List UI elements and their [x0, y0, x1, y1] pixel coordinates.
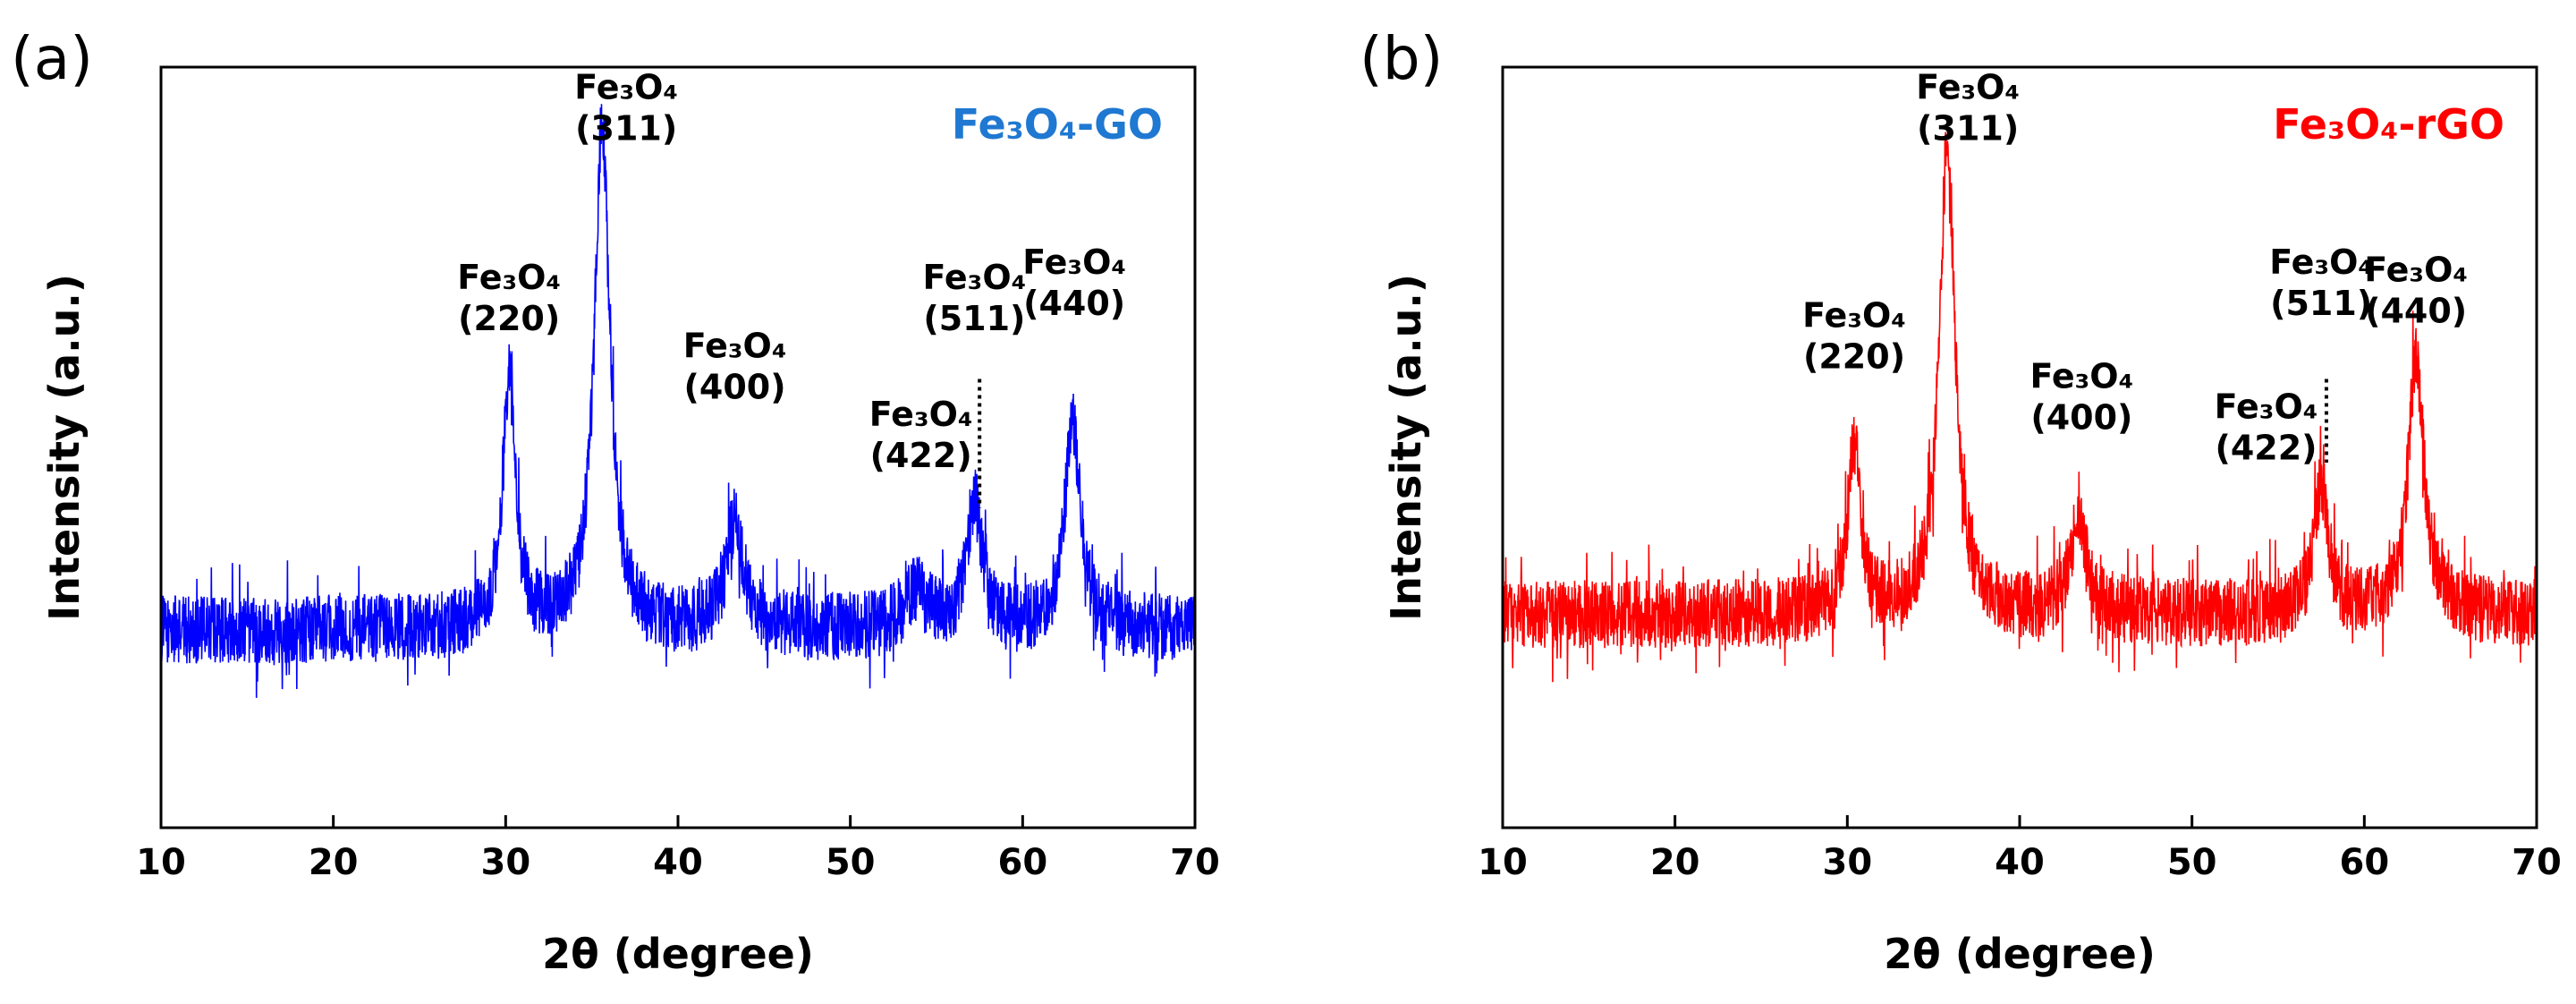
peak-label-compound: Fe₃O₄: [2364, 251, 2468, 290]
x-tick-label: 40: [1995, 842, 2045, 883]
peak-label-compound: Fe₃O₄: [2215, 387, 2318, 427]
series-line-Fe3O4-GO: [160, 104, 1196, 698]
peak-label-index: (220): [1803, 337, 1905, 377]
peak-label-compound: Fe₃O₄: [869, 395, 973, 434]
y-axis-title: Intensity (a.u.): [40, 274, 89, 621]
peak-label-index: (311): [575, 109, 677, 149]
x-tick-label: 70: [1170, 842, 1220, 883]
panel-label: (a): [11, 24, 93, 93]
y-axis-title: Intensity (a.u.): [1382, 274, 1430, 621]
plot-area: [1502, 132, 2538, 683]
peak-label-compound: Fe₃O₄: [457, 258, 561, 297]
plot-frame: [1501, 65, 2538, 830]
x-tick-label: 30: [1822, 842, 1872, 883]
x-axis: 10 20 30 40 50 60 70: [136, 815, 1220, 883]
legend-label: Fe₃O₄-GO: [952, 100, 1163, 149]
x-axis-title: 2θ (degree): [1884, 930, 2156, 978]
panel-label: (b): [1360, 24, 1443, 93]
x-axis-title: 2θ (degree): [542, 930, 814, 978]
legend-label: Fe₃O₄-rGO: [2273, 100, 2504, 149]
peak-label-index: (400): [684, 368, 786, 407]
plot-frame: [159, 65, 1197, 830]
x-tick-label: 10: [136, 842, 186, 883]
peak-label-index: (311): [1917, 109, 2019, 149]
peak-label-index: (511): [923, 299, 1025, 338]
x-tick-label: 50: [2167, 842, 2217, 883]
peak-label-index: (422): [870, 436, 972, 475]
x-tick-label: 30: [480, 842, 530, 883]
peak-label-index: (440): [2365, 292, 2467, 331]
x-tick-label: 50: [826, 842, 876, 883]
peak-label-index: (220): [458, 299, 560, 338]
x-tick-label: 70: [2512, 842, 2562, 883]
peak-label-compound: Fe₃O₄: [574, 68, 678, 107]
series-line-Fe3O4-rGO: [1502, 132, 2538, 683]
peak-label-index: (511): [2270, 284, 2372, 323]
xrd-chart-a: (a) 10 20 30 40 50 60 70 2θ (degree) Intensity…: [11, 24, 1220, 978]
peak-label-compound: Fe₃O₄: [1916, 68, 2020, 107]
chart-panel-b: (b) 10 20 30 40 50 60 70 2θ (degree) Intensity…: [1288, 0, 2576, 1004]
x-tick-label: 60: [997, 842, 1047, 883]
plot-area: [160, 104, 1196, 698]
x-tick-label: 40: [653, 842, 703, 883]
peak-annotations: Fe₃O₄(220)Fe₃O₄(311)Fe₃O₄(400)Fe₃O₄(422)…: [457, 68, 1126, 508]
x-tick-label: 60: [2339, 842, 2389, 883]
x-tick-label: 20: [309, 842, 359, 883]
peak-annotations: Fe₃O₄(220)Fe₃O₄(311)Fe₃O₄(400)Fe₃O₄(422)…: [1802, 68, 2468, 468]
peak-label-compound: Fe₃O₄: [683, 327, 787, 366]
x-tick-label: 20: [1650, 842, 1700, 883]
peak-label-index: (422): [2215, 429, 2317, 468]
peak-label-compound: Fe₃O₄: [1802, 296, 1906, 336]
chart-panel-a: (a) 10 20 30 40 50 60 70 2θ (degree) Intensity…: [11, 24, 1220, 978]
peak-label-compound: Fe₃O₄: [1022, 242, 1126, 282]
peak-label-compound: Fe₃O₄: [2029, 357, 2133, 396]
peak-label-index: (400): [2030, 398, 2132, 438]
peak-label-index: (440): [1023, 284, 1125, 323]
peak-label-compound: Fe₃O₄: [922, 258, 1026, 297]
xrd-chart-b: (b) 10 20 30 40 50 60 70 2θ (degree) Intensity…: [1360, 24, 2562, 978]
x-axis: 10 20 30 40 50 60 70: [1478, 815, 2562, 883]
peak-label-compound: Fe₃O₄: [2269, 242, 2373, 282]
x-tick-label: 10: [1478, 842, 1528, 883]
